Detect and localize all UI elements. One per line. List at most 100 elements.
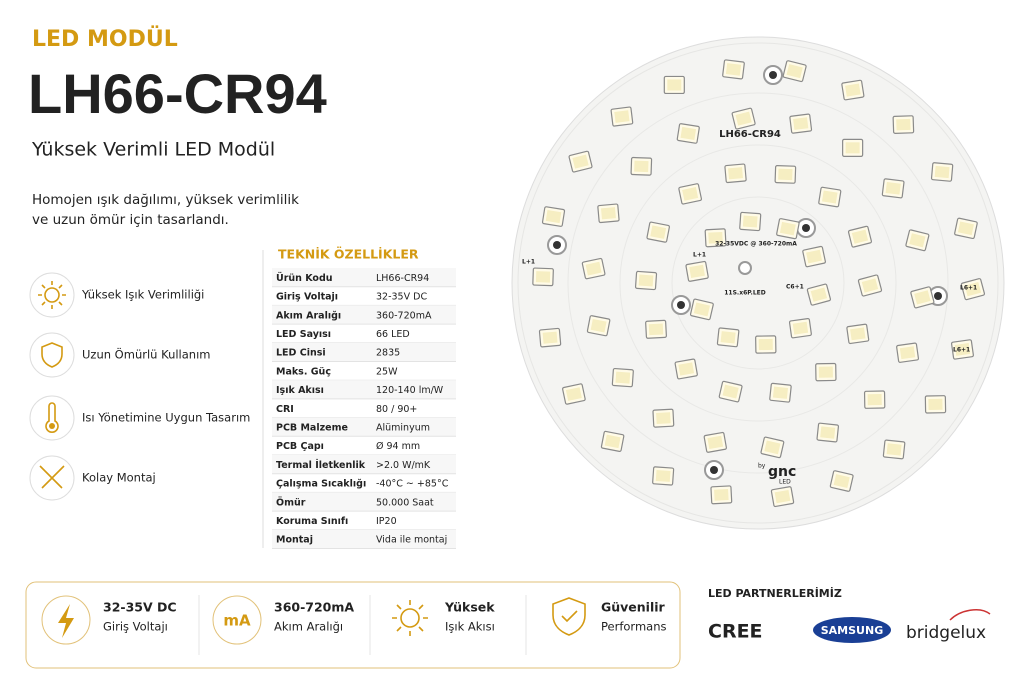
led-core — [764, 440, 781, 455]
led-core — [772, 386, 789, 399]
board-brand-suffix: LED — [779, 479, 791, 486]
feature: Isı Yönetimine Uygun Tasarım — [82, 411, 250, 425]
row-bg — [272, 342, 456, 362]
feature: Kolay Montaj — [82, 471, 156, 485]
highlight-subtitle: Akım Aralığı — [274, 620, 343, 634]
highlight-title: Güvenilir — [601, 600, 666, 615]
led-core — [909, 233, 926, 248]
led-core — [964, 282, 982, 297]
partner-logo: bridgelux — [906, 623, 986, 643]
led-core — [820, 426, 836, 439]
spec-label: Koruma Sınıfı — [276, 516, 348, 527]
spec-value: >2.0 W/mK — [376, 460, 431, 471]
board-brand-prefix: by — [758, 463, 766, 470]
spec-value: 80 / 90+ — [376, 404, 417, 415]
feature: Uzun Ömürlü Kullanım — [82, 346, 210, 362]
led-core — [590, 318, 607, 333]
samsung-ellipse — [813, 617, 891, 643]
led-core — [728, 167, 743, 180]
led-core — [650, 225, 667, 239]
spec-label: Işık Akısı — [276, 385, 324, 396]
led-core — [928, 398, 943, 410]
board-label: L6+1 — [953, 347, 970, 354]
led-core — [714, 488, 729, 501]
highlight-icon-text: mA — [223, 612, 251, 630]
led-core — [850, 327, 866, 341]
spec-label: Montaj — [276, 535, 313, 546]
led-core — [779, 221, 796, 236]
led-core — [707, 435, 724, 450]
led-core — [885, 182, 901, 195]
spec-value: 66 LED — [376, 329, 410, 340]
specs-table: Ürün Kodu LH66-CR94 Giriş Voltajı 32-35V DC… — [272, 268, 456, 549]
led-core — [614, 110, 630, 123]
spec-value: 32-35V DC — [376, 292, 427, 303]
description: Homojen ışık dağılımı, yüksek verimlilik — [32, 192, 299, 208]
partner-logo: SAMSUNG — [821, 624, 883, 637]
spec-label: LED Cinsi — [276, 348, 326, 359]
led-core — [818, 366, 833, 378]
spec-value: Vida ile montaj — [376, 535, 447, 546]
highlight-title: 32-35V DC — [103, 600, 177, 615]
board-label: C6+1 — [786, 284, 804, 291]
led-core — [545, 210, 562, 224]
spec-label: Ömür — [276, 497, 306, 508]
subtitle: Yüksek Verimli LED Modül — [31, 139, 275, 161]
spec-value: 25W — [376, 366, 398, 377]
spec-value: LH66-CR94 — [376, 273, 429, 284]
led-core — [896, 118, 911, 131]
spec-value: 120-140 lm/W — [376, 385, 444, 396]
led-core — [572, 154, 589, 169]
led-core — [634, 160, 649, 173]
led-core — [601, 207, 616, 220]
led-core — [810, 287, 828, 302]
highlight-subtitle: Giriş Voltajı — [103, 620, 168, 634]
led-core — [615, 371, 631, 384]
led-core — [678, 362, 695, 376]
partner-logo: CREE — [708, 621, 763, 643]
highlight-subtitle: Işık Akısı — [445, 620, 495, 634]
board-model: LH66-CR94 — [719, 129, 781, 140]
bridgelux-arc — [949, 608, 991, 621]
led-core — [867, 394, 882, 406]
row-bg — [272, 492, 456, 512]
led-core — [565, 387, 582, 401]
highlight-title: 360-720mA — [274, 600, 354, 615]
led-core — [542, 331, 558, 344]
spec-label: CRI — [276, 404, 294, 415]
led-core — [638, 274, 654, 287]
led-core — [833, 474, 850, 488]
led-core — [793, 117, 809, 130]
highlights-box — [25, 581, 681, 669]
spec-label: Ürün Kodu — [276, 273, 333, 284]
spec-label: Termal İletkenlik — [276, 460, 366, 471]
spec-label: Akım Aralığı — [276, 310, 341, 321]
led-core — [822, 190, 838, 204]
highlight-subtitle: Performans — [601, 620, 666, 634]
kicker: LED MODÜL — [32, 26, 178, 52]
spec-label: Giriş Voltajı — [276, 292, 338, 303]
led-core — [720, 331, 736, 344]
led-core — [861, 278, 879, 293]
feature-icons — [29, 272, 75, 501]
led-core — [758, 338, 773, 351]
row-bg — [272, 268, 456, 287]
led-core — [708, 231, 723, 244]
spec-value: IP20 — [376, 516, 397, 527]
led-core — [656, 412, 671, 425]
spec-label: Çalışma Sıcaklığı — [276, 479, 366, 490]
spec-label: PCB Malzeme — [276, 422, 348, 433]
spec-label: Maks. Güç — [276, 366, 331, 377]
board-label: L+1 — [522, 259, 535, 266]
led-core — [742, 215, 758, 228]
led-core — [954, 343, 971, 356]
spec-value: 2835 — [376, 348, 400, 359]
board-brand: gnc — [768, 464, 796, 480]
led-core — [667, 79, 682, 91]
led-core — [655, 469, 671, 482]
board-label: L+1 — [693, 252, 706, 259]
led-core — [535, 271, 551, 283]
spec-value: -40°C ~ +85°C — [376, 479, 449, 490]
spec-value: Ø 94 mm — [376, 441, 420, 452]
